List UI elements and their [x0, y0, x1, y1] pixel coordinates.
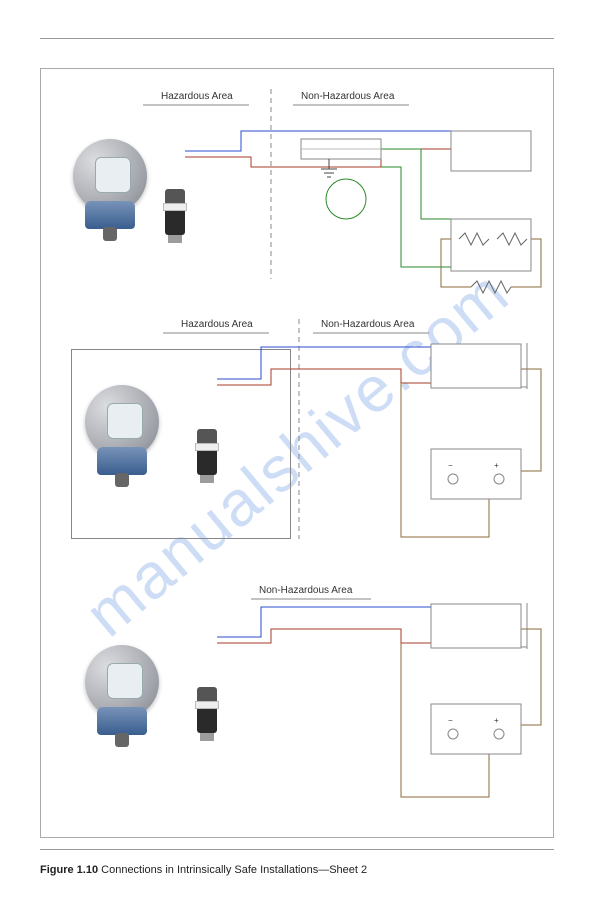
bottom-rule	[40, 849, 554, 850]
page: manualshive.com Hazardous Area Non-Hazar…	[40, 30, 554, 888]
section-c-wires	[41, 69, 553, 837]
caption-prefix: Figure 1.10	[40, 864, 98, 876]
section-c-minus: −	[448, 716, 453, 725]
top-rule	[40, 38, 554, 39]
section-c-plus: +	[494, 716, 499, 725]
figure-caption: Figure 1.10 Connections in Intrinsically…	[40, 864, 367, 876]
caption-text: Connections in Intrinsically Safe Instal…	[101, 864, 367, 876]
figure-inner: manualshive.com Hazardous Area Non-Hazar…	[41, 69, 553, 837]
figure-frame: manualshive.com Hazardous Area Non-Hazar…	[40, 68, 554, 838]
